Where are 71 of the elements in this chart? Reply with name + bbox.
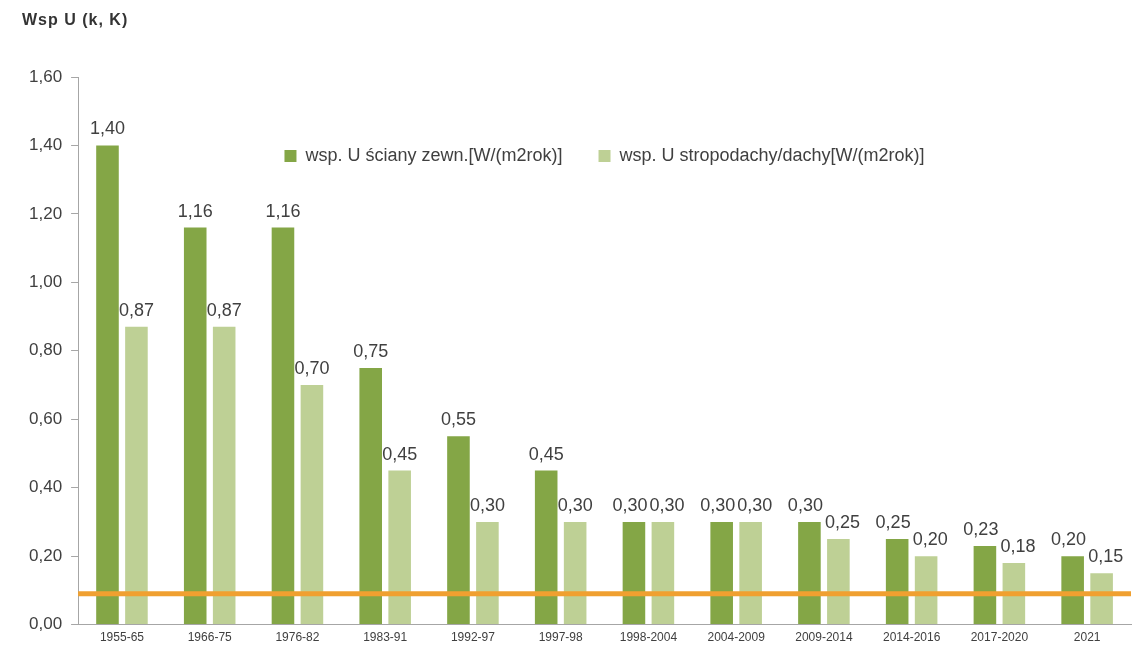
bar xyxy=(212,326,236,625)
bar xyxy=(651,521,675,625)
data-label: 0,25 xyxy=(824,512,860,533)
data-label: 0,30 xyxy=(469,494,505,515)
x-tick-label: 1976-82 xyxy=(275,630,320,645)
data-label: 0,75 xyxy=(353,340,389,361)
bar xyxy=(300,385,324,625)
bar xyxy=(1090,573,1113,625)
bar xyxy=(359,367,382,625)
data-label: 0,55 xyxy=(440,409,476,430)
bar xyxy=(973,545,997,625)
data-label: 0,18 xyxy=(1000,535,1036,556)
x-tick-label: 1955-65 xyxy=(99,630,145,645)
data-label: 0,30 xyxy=(737,494,773,515)
bar xyxy=(563,521,587,625)
x-tick-label: 2009-2014 xyxy=(795,630,853,645)
data-label: 0,45 xyxy=(528,443,564,464)
bar xyxy=(96,145,119,625)
x-tick-label: 2014-2016 xyxy=(882,630,941,645)
bar xyxy=(388,470,411,625)
data-label: 0,30 xyxy=(612,494,648,515)
data-label: 1,40 xyxy=(89,118,125,139)
y-tick-label: 0,80 xyxy=(28,340,63,360)
x-tick-label: 1966-75 xyxy=(187,630,233,645)
bar xyxy=(476,521,499,625)
data-label: 0,15 xyxy=(1088,546,1124,567)
data-label: 0,23 xyxy=(963,518,999,539)
bar xyxy=(739,521,762,625)
x-tick-label: 1983-91 xyxy=(363,630,408,645)
y-tick-label: 0,40 xyxy=(28,477,63,497)
x-tick-label: 2004-2009 xyxy=(707,630,766,645)
y-tick-label: 1,20 xyxy=(28,203,63,223)
bar xyxy=(447,436,470,625)
y-tick-label: 0,60 xyxy=(28,408,63,428)
bar xyxy=(710,521,733,625)
data-label: 0,30 xyxy=(557,494,593,515)
data-label: 1,16 xyxy=(177,200,213,221)
bar xyxy=(827,539,850,625)
data-label: 0,30 xyxy=(700,494,736,515)
bar xyxy=(885,539,909,625)
data-label: 0,87 xyxy=(118,299,154,320)
legend-label: wsp. U stropodachy/dachy[W/(m2rok)] xyxy=(618,144,925,165)
y-axis-title: Wsp U (k, K) xyxy=(22,11,129,29)
bar xyxy=(271,227,295,625)
bar xyxy=(798,521,821,625)
data-label: 0,25 xyxy=(875,512,911,533)
y-tick-label: 0,00 xyxy=(28,614,63,634)
data-label: 0,30 xyxy=(787,494,823,515)
y-tick-label: 0,20 xyxy=(28,545,63,565)
data-label: 0,70 xyxy=(294,357,330,378)
legend-label: wsp. U ściany zewn.[W/(m2rok)] xyxy=(304,144,563,165)
bar xyxy=(1061,556,1084,625)
data-label: 0,45 xyxy=(382,443,418,464)
x-tick-label: 1997-98 xyxy=(538,630,584,645)
x-tick-label: 1998-2004 xyxy=(619,630,678,645)
y-tick-label: 1,60 xyxy=(28,66,63,86)
data-label: 1,16 xyxy=(265,200,301,221)
bar xyxy=(914,556,938,625)
x-tick-label: 1992-97 xyxy=(450,630,496,645)
bar xyxy=(534,470,558,625)
bar xyxy=(183,227,207,625)
data-label: 0,20 xyxy=(912,529,948,550)
y-tick-label: 1,40 xyxy=(28,135,63,155)
bar xyxy=(125,326,148,625)
bar xyxy=(622,521,646,625)
x-tick-label: 2017-2020 xyxy=(970,630,1029,645)
data-label: 0,87 xyxy=(206,299,242,320)
y-tick-label: 1,00 xyxy=(28,272,63,292)
data-label: 0,20 xyxy=(1051,529,1087,550)
x-tick-label: 2021 xyxy=(1073,630,1101,645)
data-label: 0,30 xyxy=(649,494,685,515)
